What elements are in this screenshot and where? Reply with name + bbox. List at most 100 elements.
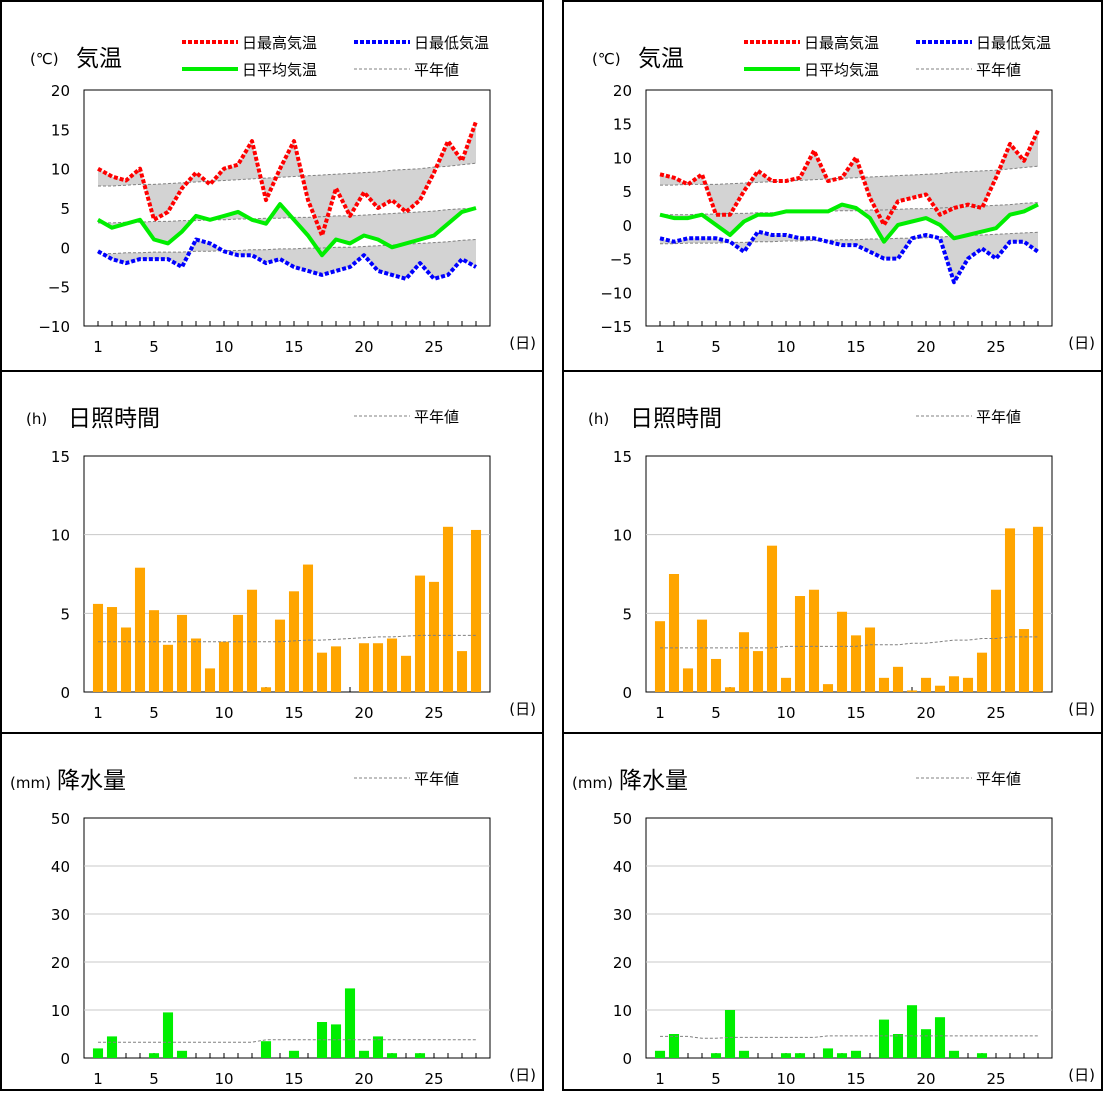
bar xyxy=(710,658,722,692)
bar xyxy=(654,621,666,692)
chart-title: 日照時間 xyxy=(630,406,722,432)
bar xyxy=(794,596,806,692)
unit-label: (℃) xyxy=(30,50,59,68)
rain-b-panel: (mm) 降水量 平年値 50 40 30 20 10 0 1 5 10 15 20 25 (日) xyxy=(562,732,1103,1091)
x-unit-label: (日) xyxy=(509,334,536,352)
anomaly-fill-avg xyxy=(98,204,476,256)
bar xyxy=(724,687,736,692)
y-tick-label: 0 xyxy=(622,684,632,702)
y-tick-label: 30 xyxy=(51,906,70,924)
bar xyxy=(836,1053,848,1058)
series-line-normal-max xyxy=(660,165,1039,186)
bar xyxy=(386,638,398,692)
unit-label: (mm) xyxy=(572,774,613,792)
series-line-normal-max xyxy=(98,162,477,187)
bar xyxy=(106,607,118,692)
y-tick-label: 10 xyxy=(613,149,632,167)
bar xyxy=(850,635,862,692)
bar xyxy=(780,677,792,692)
x-unit-label: (日) xyxy=(1068,1066,1095,1084)
sun-b-panel: (h) 日照時間 平年値 15 10 5 0 1 5 10 15 20 25 (日) xyxy=(562,370,1103,734)
x-tick-label: 10 xyxy=(776,704,795,722)
bar xyxy=(92,1048,104,1058)
y-tick-label: 0 xyxy=(622,1050,632,1068)
legend-avg-label: 日平均気温 xyxy=(242,61,317,79)
bar xyxy=(892,666,904,692)
x-tick-label: 10 xyxy=(776,1070,795,1088)
series-line-normal-min xyxy=(98,239,477,255)
y-tick-label: 10 xyxy=(51,527,70,545)
y-tick-label: 40 xyxy=(51,858,70,876)
bar xyxy=(260,687,272,692)
y-tick-label: −10 xyxy=(38,318,70,336)
bar xyxy=(134,567,146,692)
bar xyxy=(162,644,174,692)
legend-min-label: 日最低気温 xyxy=(976,34,1051,52)
legend-avg-label: 日平均気温 xyxy=(804,61,879,79)
bar xyxy=(470,529,482,692)
bar xyxy=(948,1050,960,1058)
y-tick-label: 30 xyxy=(613,906,632,924)
bar xyxy=(920,677,932,692)
x-unit-label: (日) xyxy=(509,700,536,718)
bar xyxy=(190,638,202,692)
bar xyxy=(906,690,918,692)
bar xyxy=(316,652,328,692)
legend-max-label: 日最高気温 xyxy=(804,34,879,52)
y-tick-label: 5 xyxy=(622,605,632,623)
y-tick-label: 5 xyxy=(60,200,70,218)
legend-normal-label: 平年値 xyxy=(414,61,459,79)
bar xyxy=(878,677,890,692)
series-line-min xyxy=(97,237,477,281)
bar xyxy=(428,581,440,692)
bar xyxy=(822,1048,834,1058)
x-tick-label: 25 xyxy=(424,338,443,356)
unit-label: (h) xyxy=(588,410,609,428)
anomaly-fill-min xyxy=(660,231,1038,283)
x-tick-label: 15 xyxy=(846,338,865,356)
unit-label: (h) xyxy=(26,410,47,428)
bar xyxy=(372,643,384,692)
bar xyxy=(176,614,188,692)
bar xyxy=(1004,528,1016,692)
normal-line xyxy=(660,636,1038,649)
bar xyxy=(850,1050,862,1058)
bar xyxy=(316,1022,328,1058)
y-tick-label: 15 xyxy=(51,448,70,466)
y-tick-label: 0 xyxy=(60,684,70,702)
legend-normal-label: 平年値 xyxy=(976,408,1021,426)
x-tick-label: 5 xyxy=(711,338,721,356)
x-tick-label: 10 xyxy=(214,1070,233,1088)
bar xyxy=(976,1053,988,1058)
bar xyxy=(668,1034,680,1058)
bar xyxy=(752,651,764,692)
y-tick-label: 20 xyxy=(51,954,70,972)
normal-line xyxy=(660,1035,1038,1039)
bar xyxy=(738,632,750,692)
bar xyxy=(710,1053,722,1058)
y-tick-label: 10 xyxy=(613,1002,632,1020)
temp-b-panel: (℃) 気温 日最高気温 日最低気温 日平均気温 平年値 20 15 10 5 0 −5 −10 −15 1… xyxy=(562,0,1103,372)
x-tick-label: 5 xyxy=(149,338,159,356)
rain-a-panel: (mm) 降水量 平年値 50 40 30 20 10 0 1 5 10 15 20 25 (日) xyxy=(0,732,544,1091)
x-tick-label: 5 xyxy=(149,704,159,722)
y-tick-label: 15 xyxy=(51,121,70,139)
bar xyxy=(232,614,244,692)
bar xyxy=(358,643,370,692)
x-tick-label: 15 xyxy=(284,1070,303,1088)
x-tick-label: 1 xyxy=(655,1070,665,1088)
bar xyxy=(358,1050,370,1058)
bar xyxy=(330,646,342,692)
x-tick-label: 25 xyxy=(424,704,443,722)
y-tick-label: −10 xyxy=(600,284,632,302)
x-tick-label: 1 xyxy=(655,338,665,356)
series-line-avg xyxy=(97,202,477,258)
normal-line xyxy=(98,1039,476,1043)
series-line-min xyxy=(659,229,1040,285)
bar xyxy=(920,1029,932,1058)
